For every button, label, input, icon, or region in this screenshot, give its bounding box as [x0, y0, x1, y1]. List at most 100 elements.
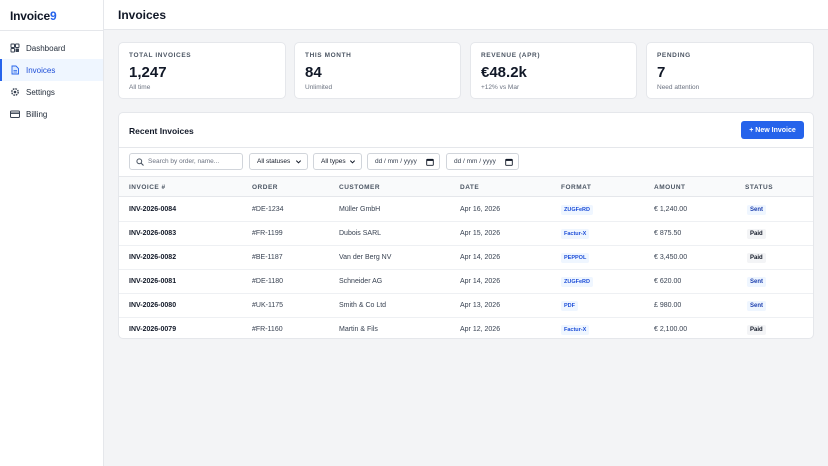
stat-value: 1,247	[129, 64, 167, 81]
stat-label: TOTAL INVOICES	[129, 52, 192, 59]
chevron-down-icon	[295, 160, 302, 164]
date-from-placeholder: dd / mm / yyyy	[375, 158, 417, 165]
invoice-number[interactable]: INV-2026-0083	[129, 230, 177, 237]
stat-value: 7	[657, 64, 666, 81]
sidebar-item-settings[interactable]: Settings	[0, 81, 103, 103]
invoice-date: Apr 15, 2026	[460, 230, 501, 237]
stat-value: €48.2k	[481, 64, 527, 81]
dashboard-icon	[10, 43, 20, 53]
column-header-amount[interactable]: AMOUNT	[654, 184, 686, 191]
stat-subtext: Unlimited	[305, 84, 333, 91]
stat-value: 84	[305, 64, 322, 81]
table-row[interactable]: INV-2026-0080 #UK-1175 Smith & Co Ltd Apr 1…	[119, 294, 813, 318]
status-filter-select[interactable]: All statuses	[249, 153, 308, 170]
format-badge: Factur-X	[561, 325, 590, 335]
sidebar-item-label: Billing	[26, 109, 48, 119]
column-header-date[interactable]: DATE	[460, 184, 480, 191]
document-icon	[10, 65, 20, 75]
chevron-down-icon	[349, 160, 356, 164]
table-row[interactable]: INV-2026-0082 #BE-1187 Van der Berg NV Apr …	[119, 246, 813, 270]
table-row[interactable]: INV-2026-0081 #DE-1180 Schneider AG Apr 14,…	[119, 270, 813, 294]
panel-title: Recent Invoices	[129, 126, 194, 136]
invoice-amount: £ 980.00	[654, 302, 682, 309]
type-filter-select[interactable]: All types	[313, 153, 362, 170]
table-header: INVOICE # ORDER CUSTOMER DATE FORMAT AMO…	[119, 176, 813, 197]
search-input[interactable]: Search by order, name...	[129, 153, 243, 170]
calendar-icon	[505, 158, 513, 166]
sidebar-item-invoices[interactable]: Invoices	[0, 59, 103, 81]
sidebar-item-label: Invoices	[26, 65, 56, 75]
stat-card-month: THIS MONTH 84 Unlimited	[294, 42, 461, 99]
divider	[0, 30, 103, 31]
recent-invoices-panel: Recent Invoices + New Invoice Search by …	[118, 112, 814, 339]
status-badge: Sent	[747, 277, 767, 287]
invoice-amount: € 620.00	[654, 278, 682, 285]
format-badge: ZUGFeRD	[561, 205, 593, 215]
customer-name: Smith & Co Ltd	[339, 302, 387, 309]
sidebar-item-label: Settings	[26, 87, 55, 97]
stat-subtext: +12% vs Mar	[481, 84, 520, 91]
order-number: #FR-1199	[252, 230, 283, 237]
new-invoice-button[interactable]: + New Invoice	[741, 121, 804, 139]
invoice-date: Apr 14, 2026	[460, 278, 501, 285]
status-badge: Paid	[747, 229, 766, 239]
customer-name: Martin & Fils	[339, 326, 378, 333]
sidebar-item-dashboard[interactable]: Dashboard	[0, 37, 103, 59]
column-header-invoice[interactable]: INVOICE #	[129, 184, 166, 191]
invoice-number[interactable]: INV-2026-0079	[129, 326, 177, 333]
format-badge: PEPPOL	[561, 253, 590, 263]
status-badge: Paid	[747, 325, 766, 335]
invoice-number[interactable]: INV-2026-0082	[129, 254, 177, 261]
format-badge: Factur-X	[561, 229, 590, 239]
status-badge: Paid	[747, 253, 766, 263]
stat-label: PENDING	[657, 52, 691, 59]
customer-name: Müller GmbH	[339, 206, 381, 213]
page-title: Invoices	[118, 8, 167, 22]
date-from-input[interactable]: dd / mm / yyyy	[367, 153, 440, 170]
column-header-order[interactable]: ORDER	[252, 184, 278, 191]
date-to-input[interactable]: dd / mm / yyyy	[446, 153, 519, 170]
status-badge: Sent	[747, 205, 767, 215]
stat-label: THIS MONTH	[305, 52, 352, 59]
invoice-date: Apr 14, 2026	[460, 254, 501, 261]
table-row[interactable]: INV-2026-0079 #FR-1160 Martin & Fils Apr 12…	[119, 318, 813, 338]
invoice-number[interactable]: INV-2026-0084	[129, 206, 177, 213]
sidebar: Invoice9 Dashboard Invoices Settings Bil…	[0, 0, 104, 466]
calendar-icon	[426, 158, 434, 166]
gear-icon	[10, 87, 20, 97]
app-logo[interactable]: Invoice9	[10, 9, 57, 23]
logo-accent: 9	[49, 9, 57, 23]
logo-text: Invoice	[10, 9, 50, 23]
column-header-customer[interactable]: CUSTOMER	[339, 184, 381, 191]
column-header-format[interactable]: FORMAT	[561, 184, 592, 191]
sidebar-item-label: Dashboard	[26, 43, 66, 53]
table-row[interactable]: INV-2026-0083 #FR-1199 Dubois SARL Apr 15, …	[119, 222, 813, 246]
status-badge: Sent	[747, 301, 767, 311]
invoice-amount: € 2,100.00	[654, 326, 688, 333]
column-header-status[interactable]: STATUS	[745, 184, 774, 191]
order-number: #BE-1187	[252, 254, 283, 261]
invoice-number[interactable]: INV-2026-0081	[129, 278, 177, 285]
stat-card-pending: PENDING 7 Need attention	[646, 42, 814, 99]
order-number: #DE-1234	[252, 206, 284, 213]
search-icon	[136, 157, 144, 166]
order-number: #DE-1180	[252, 278, 284, 285]
sidebar-item-billing[interactable]: Billing	[0, 103, 103, 125]
stat-label: REVENUE (APR)	[481, 52, 541, 59]
invoice-date: Apr 16, 2026	[460, 206, 501, 213]
customer-name: Dubois SARL	[339, 230, 382, 237]
top-bar: Invoices	[104, 0, 828, 30]
credit-card-icon	[10, 109, 20, 119]
invoice-number[interactable]: INV-2026-0080	[129, 302, 177, 309]
invoice-amount: € 1,240.00	[654, 206, 688, 213]
table-row[interactable]: INV-2026-0084 #DE-1234 Müller GmbH Apr 16, …	[119, 198, 813, 222]
invoice-amount: € 3,450.00	[654, 254, 688, 261]
format-badge: ZUGFeRD	[561, 277, 593, 287]
order-number: #UK-1175	[252, 302, 284, 309]
invoice-date: Apr 12, 2026	[460, 326, 501, 333]
date-to-placeholder: dd / mm / yyyy	[454, 158, 496, 165]
search-placeholder: Search by order, name...	[148, 158, 220, 165]
main-content: Invoices TOTAL INVOICES 1,247 All time T…	[104, 0, 828, 466]
customer-name: Schneider AG	[339, 278, 383, 285]
stat-subtext: All time	[129, 84, 151, 91]
